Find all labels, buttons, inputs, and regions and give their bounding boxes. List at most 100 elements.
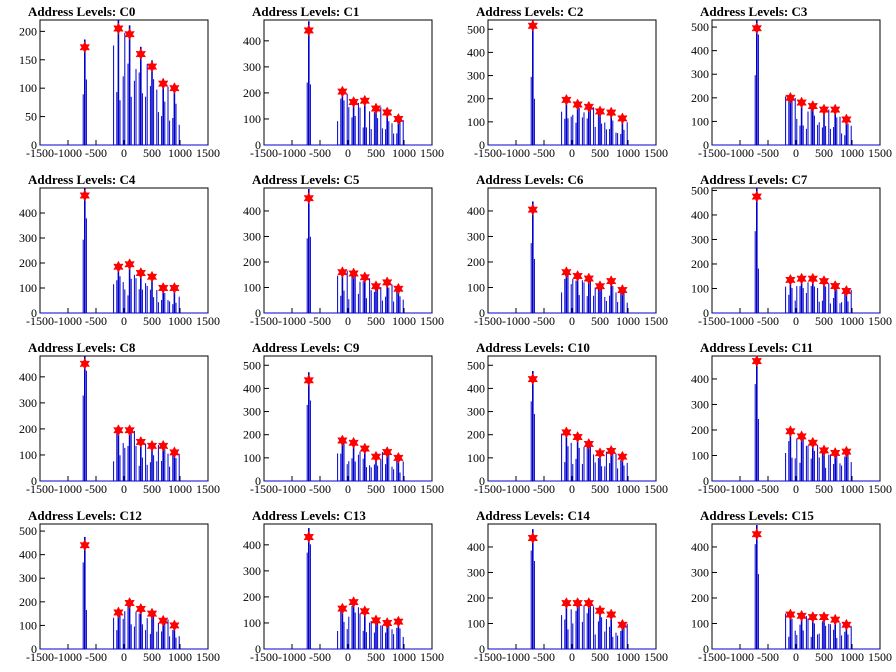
peak-marker (594, 105, 606, 118)
x-tick-label: -500 (309, 482, 331, 496)
y-tick-label: 300 (19, 396, 37, 410)
chart-title: Address Levels: C2 (476, 4, 583, 19)
peak-marker (157, 439, 169, 452)
peak-marker (796, 609, 807, 622)
y-tick-label: 300 (243, 229, 261, 243)
x-tick-label: 0 (569, 482, 575, 496)
chart-panel-10: Address Levels: C10 0 100 200 300 400 500 -1500… (467, 340, 668, 496)
peak-marker (751, 528, 763, 541)
y-tick-label: 100 (19, 618, 37, 632)
peak-marker (169, 82, 180, 95)
x-tick-label: 1000 (168, 146, 192, 160)
peak-marker (617, 283, 628, 297)
x-tick-label: 0 (345, 482, 351, 496)
x-tick-label: 1500 (644, 650, 668, 664)
peak-marker (818, 611, 830, 624)
y-tick-label: 400 (691, 540, 709, 554)
x-tick-label: 500 (591, 482, 609, 496)
x-tick-label: -1000 (278, 146, 306, 160)
y-tick-label: 200 (691, 591, 709, 605)
x-tick-label: -500 (757, 146, 779, 160)
peak-marker (337, 266, 348, 279)
y-tick-label: 400 (19, 370, 37, 384)
peak-marker (572, 269, 583, 283)
peak-marker (79, 539, 91, 552)
y-tick-label: 400 (467, 381, 485, 395)
x-tick-label: 1500 (868, 650, 892, 664)
peak-marker (337, 602, 348, 615)
x-tick-label: 500 (815, 482, 833, 496)
x-tick-label: 0 (793, 650, 799, 664)
axes-frame (263, 187, 433, 314)
y-tick-label: 400 (243, 538, 261, 552)
x-tick-label: 0 (345, 650, 351, 664)
y-tick-label: 0 (703, 138, 709, 152)
y-tick-label: 200 (467, 591, 485, 605)
y-tick-label: 300 (691, 232, 709, 246)
chart-title: Address Levels: C13 (252, 508, 366, 523)
x-tick-label: 1500 (196, 146, 220, 160)
peak-marker (594, 604, 606, 617)
y-tick-label: 0 (703, 642, 709, 656)
y-tick-label: 100 (691, 281, 709, 295)
y-tick-label: 100 (691, 448, 709, 462)
peak-marker (796, 430, 807, 443)
x-tick-label: 1000 (392, 146, 416, 160)
x-tick-label: -1500 (698, 650, 726, 664)
y-tick-label: 500 (467, 22, 485, 36)
y-tick-label: 300 (691, 565, 709, 579)
peak-marker (337, 85, 348, 98)
chart-panel-14: Address Levels: C14 0 100 200 300 400 -1500 -10… (467, 508, 668, 664)
chart-title: Address Levels: C5 (252, 172, 360, 187)
peak-marker (157, 281, 169, 295)
x-tick-label: -1500 (26, 650, 54, 664)
peak-marker (796, 272, 807, 285)
peak-marker (617, 618, 628, 631)
x-tick-label: -1500 (698, 314, 726, 328)
x-tick-label: 500 (367, 650, 385, 664)
peak-marker (393, 282, 404, 295)
y-tick-label: 300 (691, 397, 709, 411)
x-tick-label: 0 (345, 146, 351, 160)
x-tick-label: 500 (367, 146, 385, 160)
peak-marker (169, 281, 180, 295)
y-tick-label: 400 (243, 381, 261, 395)
peak-marker (583, 597, 595, 610)
x-tick-label: -500 (85, 650, 107, 664)
chart-panel-9: Address Levels: C90100200300400500-1500-… (243, 340, 444, 496)
x-tick-label: -500 (309, 650, 331, 664)
x-tick-label: -1000 (54, 482, 82, 496)
peak-marker (841, 284, 852, 297)
peak-marker (113, 606, 124, 619)
chart-title: Address Levels: C15 (700, 508, 814, 523)
peak-marker (829, 613, 841, 626)
chart-panel-11: Address Levels: C11 0 100 200 300 400 -1500 -10… (691, 340, 892, 496)
axes-frame (711, 523, 881, 650)
peak-marker (393, 615, 404, 628)
peak-marker (113, 22, 124, 35)
y-tick-label: 100 (243, 280, 261, 294)
x-tick-label: 1000 (840, 314, 864, 328)
peak-marker (146, 439, 158, 452)
peak-marker (785, 91, 796, 104)
x-tick-label: 0 (793, 314, 799, 328)
y-tick-label: 500 (467, 358, 485, 372)
y-tick-label: 400 (691, 44, 709, 58)
peak-marker (841, 618, 852, 631)
y-tick-label: 0 (703, 306, 709, 320)
x-tick-label: -1500 (474, 482, 502, 496)
y-tick-label: 200 (467, 92, 485, 106)
y-tick-label: 100 (467, 280, 485, 294)
y-tick-label: 200 (19, 24, 37, 38)
peak-marker (818, 275, 830, 288)
axes-frame (263, 355, 433, 482)
x-tick-label: -500 (85, 482, 107, 496)
x-tick-label: -500 (309, 314, 331, 328)
x-tick-label: -1000 (726, 482, 754, 496)
y-tick-label: 400 (691, 208, 709, 222)
y-tick-label: 100 (19, 281, 37, 295)
y-tick-label: 0 (31, 306, 37, 320)
x-tick-label: 1000 (392, 314, 416, 328)
peak-marker (818, 103, 830, 116)
y-tick-label: 400 (467, 204, 485, 218)
